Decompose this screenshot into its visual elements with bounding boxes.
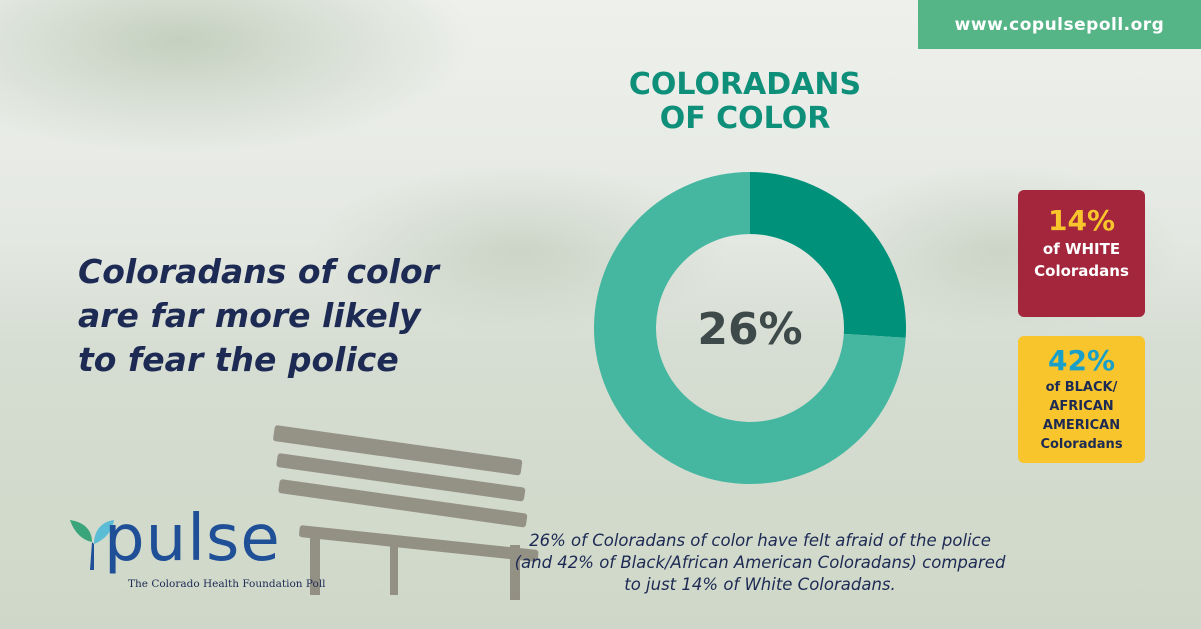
website-url-badge[interactable]: www.copulsepoll.org xyxy=(918,0,1201,49)
chart-title-line: OF COLOR xyxy=(659,101,831,136)
stat-label: Coloradans xyxy=(1040,437,1123,452)
stat-value: 42% xyxy=(1047,344,1116,377)
chart-title-line: COLORADANS xyxy=(628,67,862,102)
headline-line: to fear the police xyxy=(78,340,399,379)
chart-title: COLORADANS OF COLOR xyxy=(600,68,890,136)
donut-chart: 26% xyxy=(594,172,906,484)
headline: Coloradans of color are far more likely … xyxy=(78,250,518,382)
headline-line: Coloradans of color xyxy=(78,252,439,291)
logo-tagline: The Colorado Health Foundation Poll xyxy=(128,578,326,590)
pulse-logo: pulse The Colorado Health Foundation Pol… xyxy=(66,502,336,598)
black-african-american-coloradans-stat: 42% of BLACK/ AFRICAN AMERICAN Coloradan… xyxy=(1018,336,1145,463)
leaf-icon xyxy=(70,520,114,570)
caption: 26% of Coloradans of color have felt afr… xyxy=(440,530,1080,596)
bench-image xyxy=(273,425,539,600)
donut-center-label: 26% xyxy=(697,304,802,355)
caption-line: (and 42% of Black/African American Color… xyxy=(514,553,1006,572)
caption-line: to just 14% of White Coloradans. xyxy=(624,575,896,594)
logo-wordmark: pulse xyxy=(104,502,281,576)
stat-label: Coloradans xyxy=(1034,262,1129,280)
stat-label: of WHITE xyxy=(1042,240,1121,258)
stat-value: 14% xyxy=(1047,204,1116,237)
donut-slice-1 xyxy=(750,172,906,338)
stat-label: AFRICAN xyxy=(1049,399,1114,414)
headline-line: are far more likely xyxy=(78,296,421,335)
white-coloradans-stat: 14% of WHITE Coloradans xyxy=(1018,190,1145,317)
donut-slice-2 xyxy=(594,172,906,484)
stat-label: AMERICAN xyxy=(1042,418,1121,433)
caption-line: 26% of Coloradans of color have felt afr… xyxy=(529,531,991,550)
stat-label: of BLACK/ xyxy=(1045,380,1118,395)
